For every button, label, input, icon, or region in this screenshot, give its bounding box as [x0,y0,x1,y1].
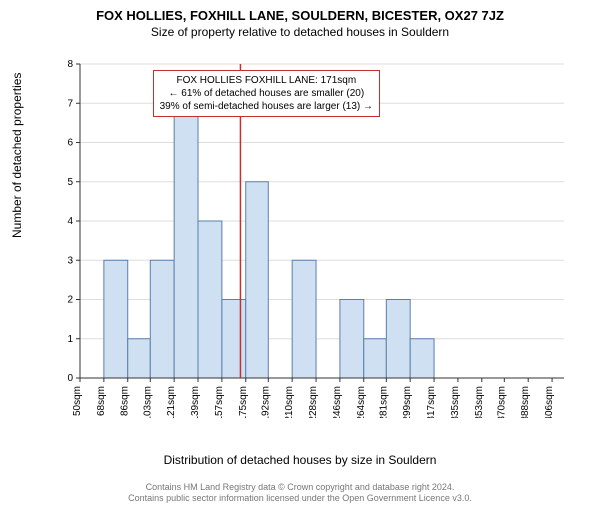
callout-line3: 39% of semi-detached houses are larger (… [160,100,373,113]
svg-text:157sqm: 157sqm [214,386,225,418]
svg-text:1: 1 [67,334,73,345]
svg-text:4: 4 [67,216,73,227]
chart-area: 0 1 2 3 4 5 6 7 8 50sqm 68sqm 86sqm 103sqm 121sqm 139s… [60,58,570,418]
svg-text:175sqm: 175sqm [238,386,249,418]
svg-text:264sqm: 264sqm [356,386,367,418]
svg-text:5: 5 [67,177,73,188]
svg-text:6: 6 [67,138,73,149]
svg-text:281sqm: 281sqm [378,386,389,418]
footer-line1: Contains HM Land Registry data © Crown c… [0,482,600,493]
svg-text:370sqm: 370sqm [496,386,507,418]
svg-text:192sqm: 192sqm [260,386,271,418]
svg-text:86sqm: 86sqm [120,386,131,416]
callout-box: FOX HOLLIES FOXHILL LANE: 171sqm ← 61% o… [153,70,380,117]
svg-text:8: 8 [67,59,73,70]
svg-text:353sqm: 353sqm [474,386,485,418]
page-title: FOX HOLLIES, FOXHILL LANE, SOULDERN, BIC… [0,8,600,23]
svg-text:50sqm: 50sqm [72,386,83,416]
svg-text:139sqm: 139sqm [190,386,201,418]
svg-text:228sqm: 228sqm [308,386,319,418]
svg-text:210sqm: 210sqm [284,386,295,418]
callout-line1: FOX HOLLIES FOXHILL LANE: 171sqm [160,74,373,87]
svg-text:103sqm: 103sqm [142,386,153,418]
svg-text:246sqm: 246sqm [332,386,343,418]
svg-text:3: 3 [67,255,73,266]
svg-text:2: 2 [67,295,73,306]
footer-line2: Contains public sector information licen… [0,493,600,504]
svg-text:0: 0 [67,373,73,384]
svg-text:7: 7 [67,98,73,109]
svg-text:68sqm: 68sqm [96,386,107,416]
svg-text:317sqm: 317sqm [426,386,437,418]
svg-text:299sqm: 299sqm [402,386,413,418]
svg-text:388sqm: 388sqm [520,386,531,418]
svg-text:121sqm: 121sqm [166,386,177,418]
y-axis-label: Number of detached properties [10,73,24,238]
x-axis-label: Distribution of detached houses by size … [0,453,600,467]
svg-text:406sqm: 406sqm [544,386,555,418]
page-subtitle: Size of property relative to detached ho… [0,25,600,39]
callout-line2: ← 61% of detached houses are smaller (20… [160,87,373,100]
svg-text:335sqm: 335sqm [450,386,461,418]
footer: Contains HM Land Registry data © Crown c… [0,482,600,505]
